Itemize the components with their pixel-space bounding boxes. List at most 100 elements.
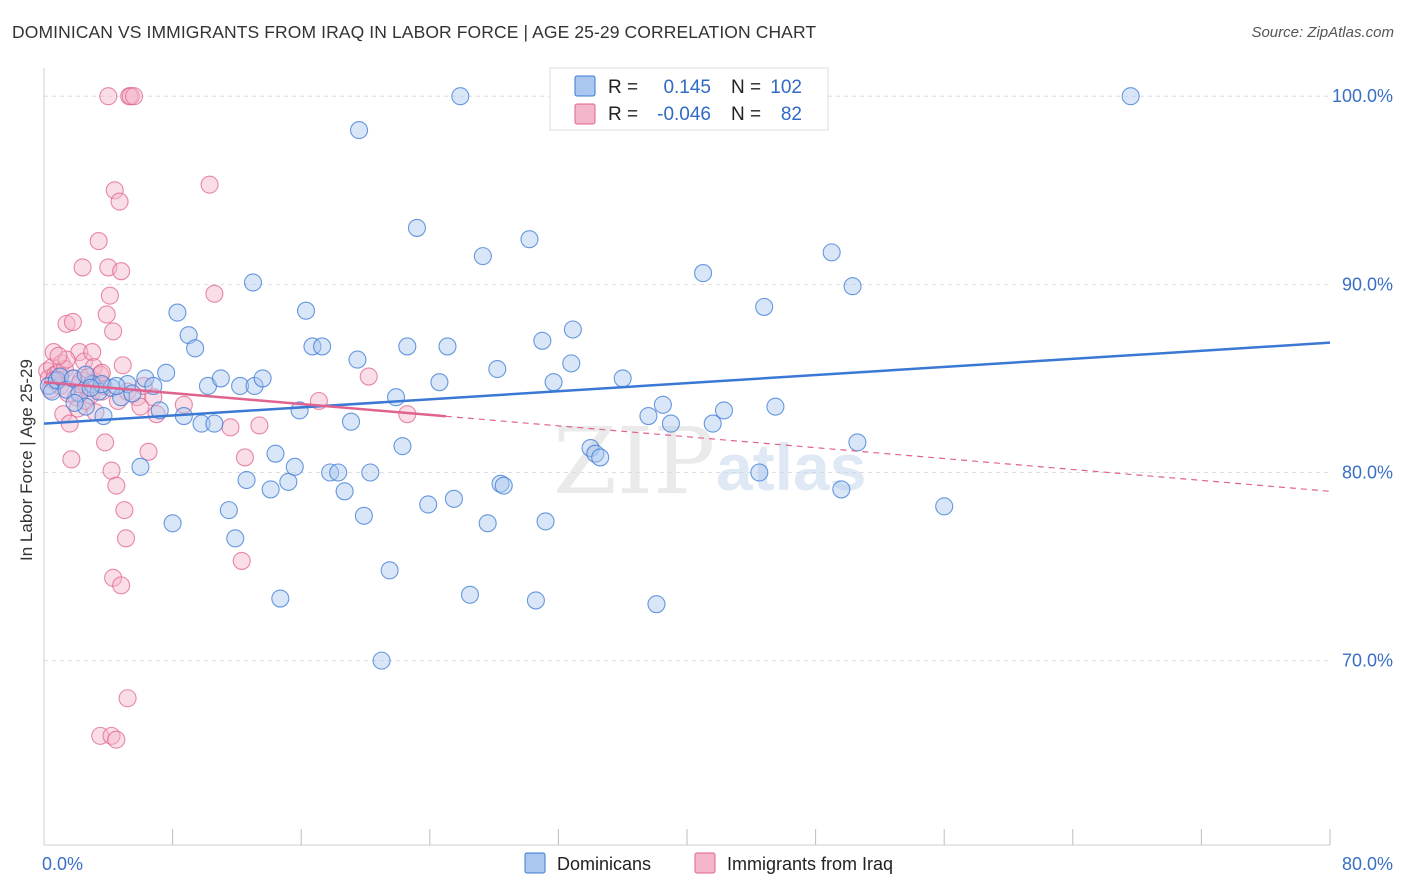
point-dominicans-99: [163, 514, 182, 533]
point-dominicans-85: [755, 297, 774, 316]
point-iraq-32: [89, 232, 108, 251]
point-iraq-53: [124, 87, 144, 106]
point-dominicans-68: [533, 331, 552, 350]
point-dominicans-71: [563, 320, 582, 339]
x-tick-label-1: 80.0%: [1342, 854, 1393, 874]
point-dominicans-35: [279, 472, 298, 491]
stats-box: R = 0.145 N = 102 R = -0.046 N = 82: [549, 67, 829, 131]
point-dominicans-40: [313, 337, 332, 356]
point-dominicans-75: [591, 448, 610, 467]
point-dominicans-63: [488, 359, 507, 379]
point-iraq-68: [359, 367, 378, 386]
y-tick-label-1: 90.0%: [1342, 274, 1393, 294]
point-dominicans-69: [536, 512, 555, 531]
point-iraq-46: [112, 262, 131, 281]
axes: [43, 68, 1331, 846]
point-dominicans-21: [179, 326, 198, 345]
stats-r-label-1: R =: [608, 77, 638, 98]
point-dominicans-76: [613, 369, 632, 388]
point-dominicans-19: [168, 303, 187, 322]
point-dominicans-70: [544, 373, 563, 392]
stats-n-value-2: 82: [781, 104, 802, 125]
point-dominicans-55: [419, 495, 438, 514]
data-points: [38, 87, 1140, 749]
point-dominicans-28: [231, 376, 250, 395]
point-dominicans-65: [494, 476, 513, 495]
point-dominicans-23: [192, 414, 211, 433]
point-dominicans-39: [303, 337, 322, 356]
y-tick-label-3: 70.0%: [1342, 651, 1393, 671]
point-iraq-72: [118, 689, 137, 708]
point-iraq-48: [115, 501, 134, 520]
trend-line-iraq-solid: [43, 380, 446, 418]
point-dominicans-26: [211, 369, 230, 388]
point-dominicans-42: [329, 463, 348, 482]
point-dominicans-25: [205, 414, 224, 433]
point-dominicans-73: [581, 438, 600, 458]
stats-n-label-1: N =: [731, 77, 761, 98]
point-iraq-36: [96, 433, 115, 452]
point-iraq-28: [83, 343, 102, 362]
watermark-atlas: atlas: [716, 430, 866, 504]
legend-swatch-iraq: [694, 852, 716, 874]
point-dominicans-80: [661, 414, 680, 433]
point-dominicans-38: [296, 301, 316, 320]
point-iraq-22: [73, 258, 92, 277]
point-dominicans-50: [380, 561, 399, 580]
point-iraq-45: [110, 192, 129, 211]
stats-r-value-1: 0.145: [663, 77, 711, 98]
legend-label-iraq: Immigrants from Iraq: [727, 854, 893, 874]
trend-lines: [43, 341, 1331, 492]
tick-labels: 100.0% 90.0% 80.0% 70.0% 0.0% 80.0%: [42, 86, 1393, 874]
point-dominicans-60: [460, 585, 480, 604]
point-iraq-76: [99, 87, 118, 106]
point-iraq-47: [113, 356, 132, 375]
point-dominicans-17: [150, 401, 169, 420]
point-iraq-66: [250, 416, 269, 435]
point-dominicans-22: [186, 339, 205, 358]
point-dominicans-51: [386, 388, 406, 407]
point-dominicans-62: [478, 514, 497, 533]
point-dominicans-31: [253, 369, 272, 388]
point-iraq-42: [105, 181, 124, 200]
point-dominicans-101: [243, 273, 263, 292]
point-dominicans-34: [271, 589, 290, 608]
point-dominicans-49: [372, 651, 391, 670]
point-dominicans-84: [750, 463, 769, 482]
stats-r-label-2: R =: [608, 104, 638, 125]
legend-label-dominicans: Dominicans: [557, 854, 651, 874]
point-iraq-41: [104, 322, 123, 341]
point-iraq-55: [131, 397, 150, 416]
series-dominicans: [39, 87, 1140, 670]
point-dominicans-81: [694, 264, 713, 283]
x-tick-label-0: 0.0%: [42, 854, 83, 874]
point-dominicans-77: [639, 407, 658, 426]
stats-swatch-iraq: [574, 103, 596, 125]
point-dominicans-56: [430, 373, 449, 392]
point-dominicans-90: [848, 433, 867, 452]
point-dominicans-72: [562, 354, 581, 373]
point-dominicans-14: [123, 384, 142, 403]
point-dominicans-92: [1121, 87, 1140, 106]
point-iraq-71: [112, 576, 131, 595]
point-dominicans-52: [393, 437, 412, 456]
stats-r-value-2: -0.046: [657, 104, 711, 125]
point-dominicans-59: [451, 87, 470, 106]
point-dominicans-44: [341, 412, 361, 431]
point-iraq-63: [221, 418, 240, 437]
point-iraq-12: [57, 314, 76, 333]
point-iraq-49: [116, 529, 136, 548]
point-iraq-15: [62, 450, 81, 469]
point-iraq-61: [200, 175, 219, 194]
point-iraq-64: [232, 551, 251, 570]
point-dominicans-82: [703, 414, 722, 433]
stats-n-value-1: 102: [770, 77, 802, 98]
point-iraq-39: [100, 286, 119, 305]
point-dominicans-53: [398, 337, 417, 356]
point-dominicans-88: [832, 480, 851, 499]
point-iraq-80: [49, 346, 68, 365]
stats-box-frame: [549, 67, 829, 131]
point-dominicans-98: [131, 457, 150, 476]
point-dominicans-27: [219, 501, 238, 520]
